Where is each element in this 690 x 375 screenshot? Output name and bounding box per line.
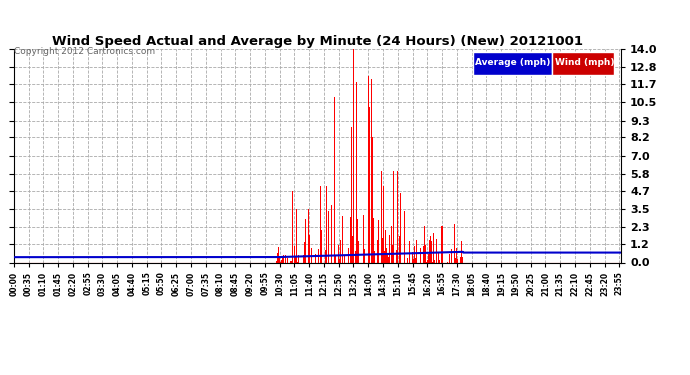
Text: Wind (mph): Wind (mph) — [555, 58, 614, 67]
Text: Copyright 2012 Cartronics.com: Copyright 2012 Cartronics.com — [14, 47, 155, 56]
Text: Average (mph): Average (mph) — [475, 58, 551, 67]
Title: Wind Speed Actual and Average by Minute (24 Hours) (New) 20121001: Wind Speed Actual and Average by Minute … — [52, 34, 583, 48]
